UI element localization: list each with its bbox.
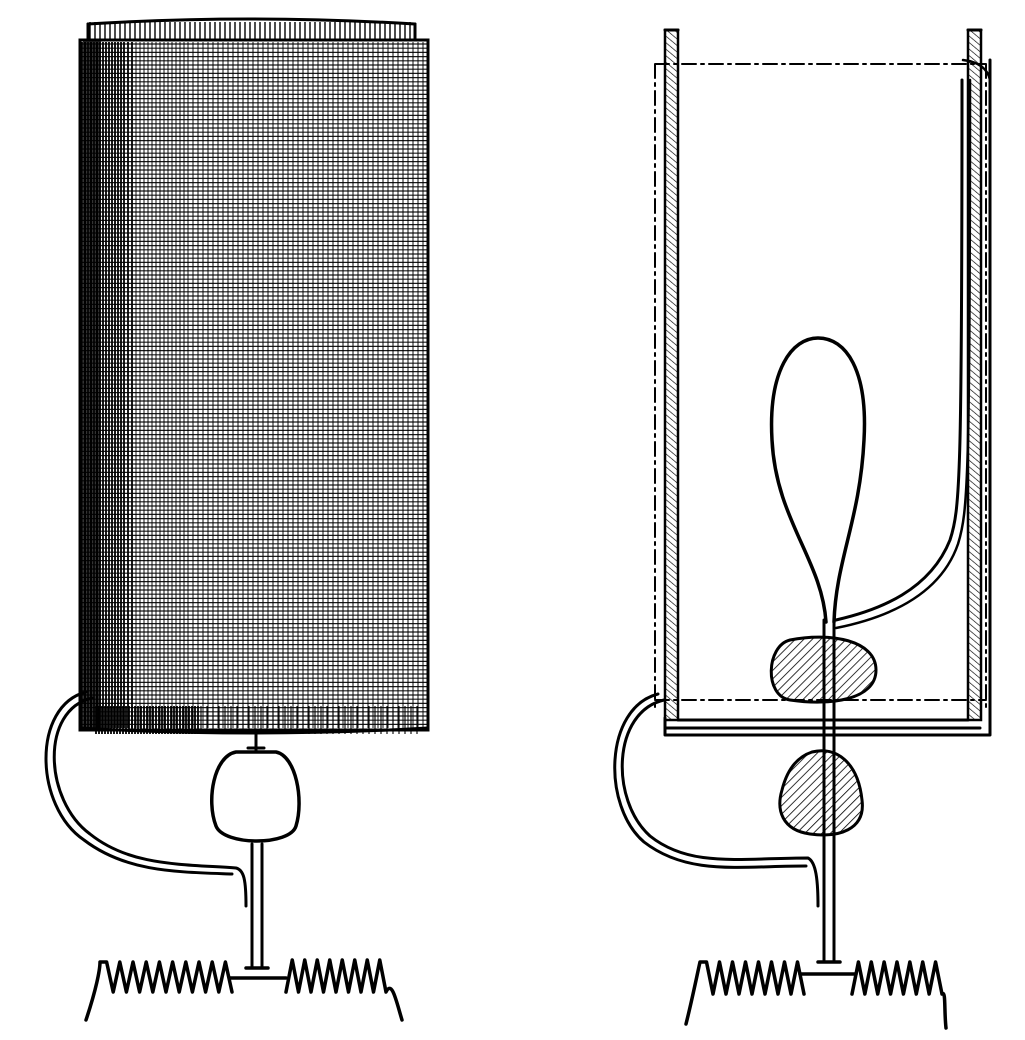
left-wall: [663, 28, 680, 722]
exterior-view: [44, 17, 430, 1022]
support-rod: [250, 842, 264, 970]
cross-section-view: [613, 28, 992, 1030]
vessel-bottom: [663, 58, 992, 737]
spoon-electrode: [769, 336, 867, 624]
bulb-stem: [246, 730, 266, 754]
coil-base-right: [684, 960, 948, 1030]
upper-stopper: [769, 635, 878, 704]
lead-wire: [52, 696, 248, 908]
inner-lead-wire: [834, 78, 964, 622]
lower-stopper: [778, 749, 864, 837]
wire-mesh-cylinder: [78, 38, 430, 735]
outer-lead-wire: [620, 698, 820, 908]
glass-bulb: [210, 750, 301, 843]
coil-base: [84, 958, 404, 1022]
bottom-skirt: [95, 706, 418, 734]
outer-cylinder-outline: [654, 63, 987, 713]
